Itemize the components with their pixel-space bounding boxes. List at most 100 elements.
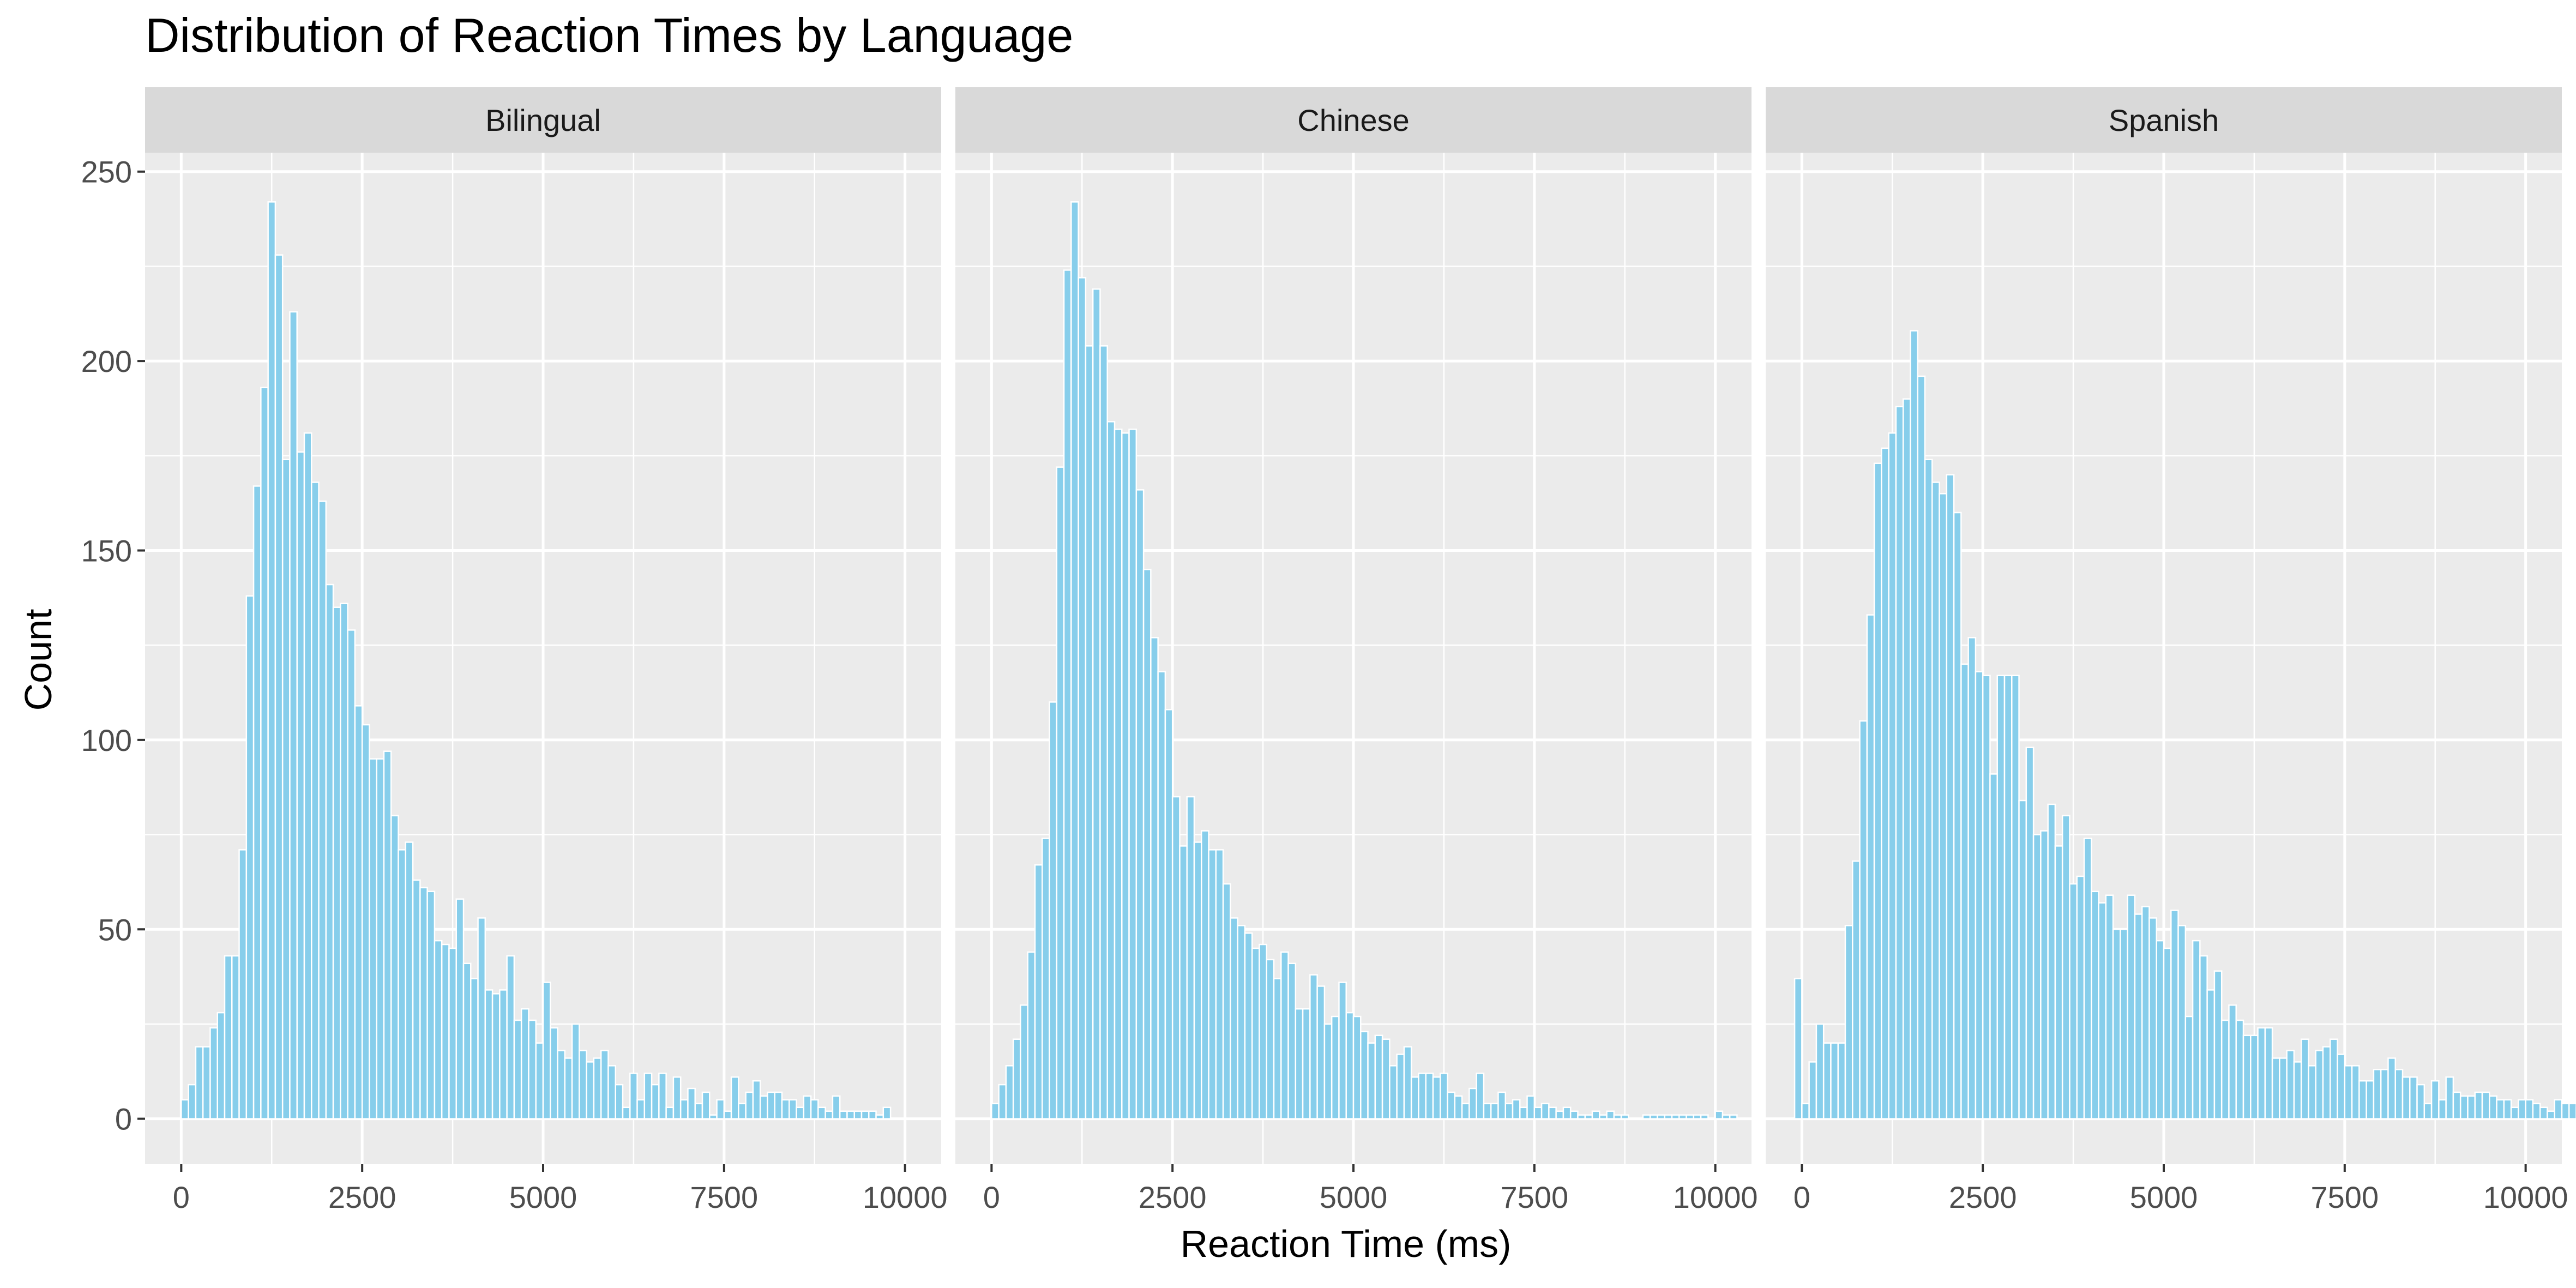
histogram-bar [1418,1073,1427,1120]
histogram-bar [1273,978,1282,1120]
histogram-bar [1208,849,1217,1120]
y-tick-label: 200 [81,344,132,378]
histogram-bar [2322,1046,2331,1120]
histogram-bar [557,1050,566,1120]
histogram-bar [2112,929,2121,1120]
histogram-bar [484,989,493,1120]
histogram-bar [354,705,363,1120]
histogram-bar [398,849,407,1120]
histogram-bar [774,1091,783,1120]
histogram-bar [679,1099,689,1120]
histogram-bar [1497,1091,1506,1120]
facet-strip [1766,87,2562,153]
histogram-bar [1815,1023,1825,1120]
x-tick-label: 0 [1793,1180,1810,1214]
histogram-bar [1649,1114,1658,1120]
histogram-bar [1975,671,1984,1120]
histogram-bar [1323,1023,1333,1120]
histogram-bar [1844,925,1853,1120]
histogram-bar [1591,1110,1600,1120]
histogram-bar [1179,845,1188,1120]
histogram-bar [2163,947,2172,1120]
histogram-bar [2083,838,2092,1120]
histogram-bar [810,1099,819,1120]
histogram-bar [2409,1076,2418,1120]
histogram-bar [2481,1091,2490,1120]
histogram-bar [405,841,414,1120]
histogram-bar [723,1110,732,1120]
histogram-bar [1613,1114,1622,1120]
histogram-bar [1230,917,1238,1120]
histogram-bar [789,1099,797,1120]
histogram-bar [694,1103,703,1120]
histogram-bar [1005,1065,1014,1120]
histogram-bar [738,1103,747,1120]
histogram-bar [839,1110,848,1120]
histogram-bar [2474,1091,2483,1120]
histogram-bar [1830,1042,1839,1120]
histogram-bar [1237,925,1246,1120]
histogram-bar [2141,906,2150,1120]
histogram-bar [2547,1110,2555,1120]
histogram-bar [1331,1015,1340,1120]
histogram-bar [209,1027,218,1120]
histogram-bar [535,1042,544,1120]
histogram-bar [2271,1057,2280,1120]
histogram-bar [1657,1114,1665,1120]
histogram-bar [2279,1057,2288,1120]
histogram-bar [1526,1095,1536,1120]
histogram-bar [1801,1103,1810,1120]
histogram-bar [2525,1099,2534,1120]
histogram-bar [1164,709,1173,1120]
histogram-bar [1381,1038,1391,1120]
histogram-bar [2315,1050,2324,1120]
histogram-bar [238,849,248,1120]
histogram-bar [347,629,356,1120]
histogram-bar [390,815,399,1120]
histogram-bar [267,201,276,1120]
histogram-bar [1468,1087,1477,1120]
histogram-bar [1996,675,2006,1120]
histogram-bar [586,1061,595,1120]
histogram-bar [2040,830,2049,1120]
histogram-bar [2061,815,2071,1120]
facet-panels: Bilingual 0 2500 5000 7500 10000 Chinese 0 2500 5… [145,87,2576,1214]
histogram-bar [2148,917,2157,1120]
histogram-bar [2286,1050,2295,1120]
chart-title: Distribution of Reaction Times by Langua… [145,8,1073,62]
x-tick-label: 0 [173,1180,190,1214]
histogram-bar [2076,875,2085,1120]
histogram-bar [1316,985,1326,1120]
histogram-bar [281,459,291,1120]
histogram-bar [1280,951,1289,1120]
x-tick-label: 2500 [328,1180,396,1214]
histogram-bar [1512,1099,1521,1120]
histogram-bar [665,1106,675,1120]
y-axis-title: Count [17,609,59,711]
histogram-bar [1309,974,1318,1120]
histogram-bar [2184,1015,2194,1120]
y-tick-label: 250 [81,155,132,189]
histogram-bar [1953,511,1962,1120]
histogram-bar [651,1084,660,1120]
histogram-bar [1352,1015,1362,1120]
histogram-bar [2423,1103,2433,1120]
histogram-bar [289,311,298,1120]
histogram-bar [1135,489,1145,1120]
histogram-bar [1504,1103,1514,1120]
x-tick-label: 10000 [863,1180,948,1214]
histogram-bar [1888,432,1897,1120]
histogram-bar [2054,845,2063,1120]
histogram-bar [571,1023,580,1120]
histogram-bar [274,254,284,1120]
histogram-bar [1034,864,1043,1120]
histogram-bar [1403,1046,1412,1120]
histogram-bar [2561,1103,2570,1120]
histogram-bar [1396,1054,1405,1120]
x-tick-label: 10000 [2483,1180,2568,1214]
histogram-bar [1440,1073,1448,1120]
x-tick-label: 2500 [1949,1180,2017,1214]
histogram-bar [629,1073,638,1120]
histogram-bar [1476,1073,1485,1120]
histogram-bar [2496,1099,2505,1120]
